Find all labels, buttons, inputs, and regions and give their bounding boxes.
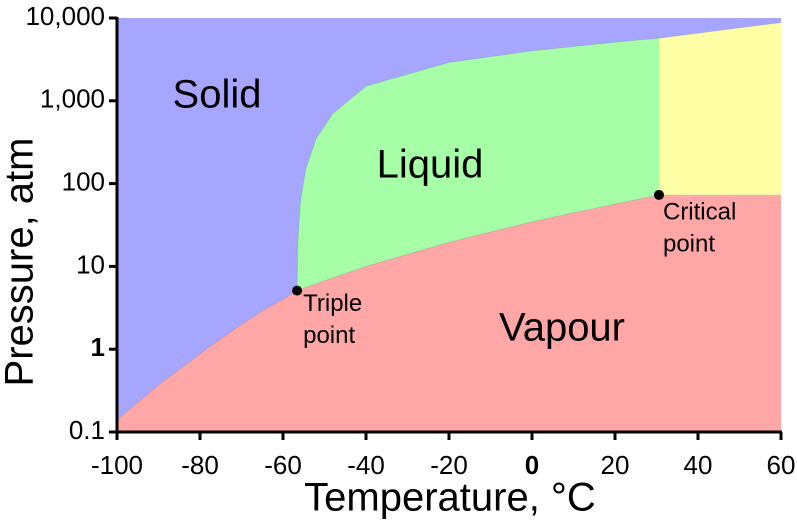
x-tick-label: -80 bbox=[181, 450, 219, 480]
point-marker bbox=[292, 285, 303, 296]
x-tick-label: 20 bbox=[601, 450, 630, 480]
y-tick-label: 1 bbox=[91, 332, 105, 362]
region-label: Liquid bbox=[377, 143, 484, 187]
x-tick-label: 40 bbox=[684, 450, 713, 480]
y-tick-label: 10 bbox=[76, 249, 105, 279]
x-tick-label: 0 bbox=[525, 450, 539, 480]
point-label: point bbox=[663, 230, 715, 257]
point-marker bbox=[653, 189, 664, 200]
liquid-region bbox=[297, 38, 659, 291]
sublimation-curve bbox=[116, 290, 298, 421]
y-tick-label: 0.1 bbox=[69, 415, 105, 445]
y-tick-label: 1,000 bbox=[40, 84, 105, 114]
x-tick-label: -40 bbox=[347, 450, 385, 480]
y-tick-label: 100 bbox=[62, 166, 105, 196]
point-label: point bbox=[303, 322, 355, 349]
vaporization-curve bbox=[296, 194, 660, 292]
supercritical-region bbox=[659, 22, 781, 195]
x-axis-label: Temperature, °C bbox=[304, 476, 596, 520]
region-label: Solid bbox=[173, 73, 262, 117]
vapour-region bbox=[117, 194, 781, 432]
y-tick-label: 10,000 bbox=[25, 1, 105, 31]
y-axis-label: Pressure, atm bbox=[0, 138, 42, 387]
region-label: Vapour bbox=[499, 306, 625, 350]
x-tick-label: -20 bbox=[430, 450, 468, 480]
point-label: Critical bbox=[663, 198, 736, 225]
x-tick-label: 60 bbox=[767, 450, 796, 480]
melting-curve bbox=[296, 22, 782, 291]
point-label: Triple bbox=[303, 290, 362, 317]
x-tick-label: -60 bbox=[264, 450, 302, 480]
x-tick-label: -100 bbox=[91, 450, 143, 480]
